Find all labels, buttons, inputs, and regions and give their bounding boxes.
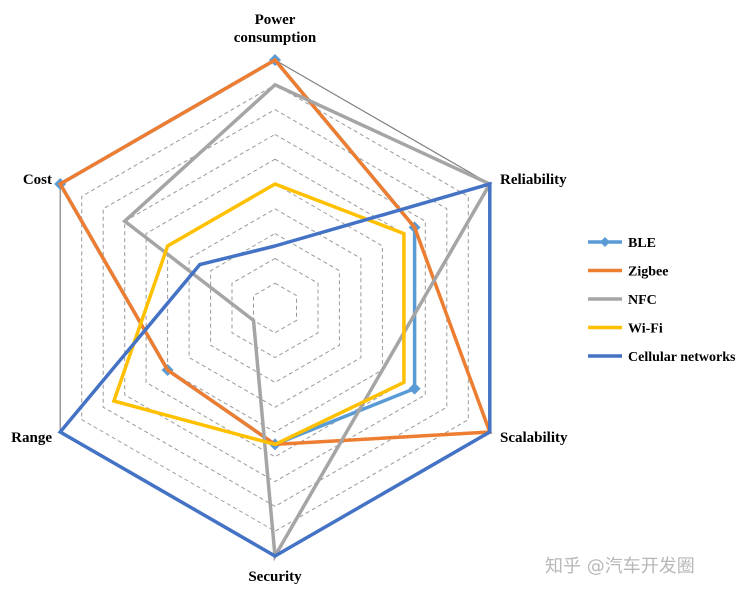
grid-ring: [167, 183, 383, 433]
grid-ring: [102, 109, 448, 507]
axis-labels: Power consumption Reliability Scalability Se…: [11, 12, 568, 585]
grid-ring: [188, 208, 362, 408]
axis-label: Range: [11, 430, 52, 446]
legend: BLE Zigbee NFC Wi-Fi Cellular networks: [588, 236, 736, 365]
legend-label: NFC: [628, 293, 657, 308]
grid: [59, 59, 491, 557]
grid-ring: [253, 282, 297, 334]
axis-label: Scalability: [500, 430, 568, 446]
legend-label: Wi-Fi: [628, 322, 663, 337]
axis-label: Power: [255, 12, 296, 28]
grid-ring: [81, 84, 469, 532]
axis-label: consumption: [234, 30, 317, 46]
series-layer: [54, 54, 493, 562]
series-point: [408, 382, 421, 395]
axis-label: Cost: [23, 172, 52, 188]
watermark-text: 知乎 @汽车开发圈: [545, 556, 695, 577]
grid-ring: [124, 133, 426, 483]
legend-label: Zigbee: [628, 265, 668, 280]
legend-label: Cellular networks: [628, 350, 736, 365]
grid-ring: [145, 158, 405, 458]
grid-ring: [231, 257, 319, 359]
series-line-wi-fi: [111, 182, 406, 447]
series-line-cellular-networks: [57, 181, 492, 559]
legend-marker: [600, 237, 610, 247]
series-line-nfc: [121, 82, 493, 562]
grid-ring: [210, 233, 340, 383]
axis-label: Reliability: [500, 172, 567, 188]
axis-label: Security: [248, 569, 302, 585]
legend-label: BLE: [628, 236, 656, 251]
